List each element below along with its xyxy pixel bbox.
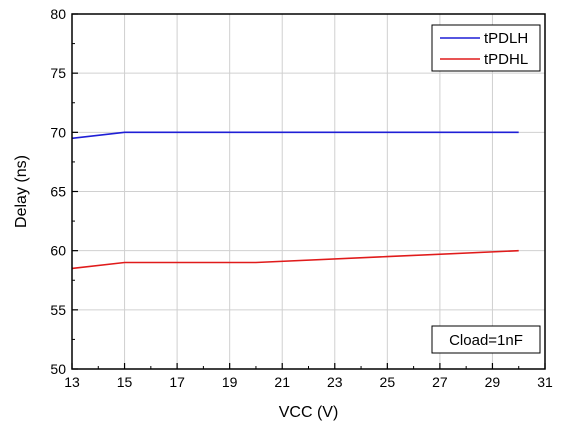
y-tick-label: 60: [50, 243, 66, 259]
y-axis-title: Delay (ns): [13, 155, 30, 228]
x-tick-label: 23: [327, 374, 343, 390]
x-axis-title: VCC (V): [279, 404, 339, 421]
y-tick-label: 55: [50, 302, 66, 318]
x-tick-label: 19: [222, 374, 238, 390]
annotation-label: Cload=1nF: [449, 332, 523, 349]
legend-box: [431, 24, 541, 72]
y-tick-label: 80: [50, 6, 66, 22]
series-line-tpdlh: [71, 131, 519, 140]
y-tick-label: 75: [50, 65, 66, 81]
x-tick-label: 29: [485, 374, 501, 390]
annotation-box: Cload=1nF: [431, 325, 541, 354]
series-line-tpdhl: [71, 249, 519, 270]
y-axis-ticks: 50 55 60 65 70 75 80: [50, 6, 78, 377]
x-tick-label: 27: [432, 374, 448, 390]
x-tick-label: 17: [169, 374, 185, 390]
x-tick-label: 21: [274, 374, 290, 390]
annotation-frame: [431, 325, 541, 354]
series-layer: [71, 131, 519, 270]
minor-ticks: [72, 43, 520, 369]
x-tick-label: 25: [380, 374, 396, 390]
x-tick-label: 31: [537, 374, 553, 390]
legend: tPDLH tPDHL: [431, 24, 541, 72]
legend-label-tpdhl: tPDHL: [484, 51, 528, 68]
y-tick-label: 70: [50, 124, 66, 140]
y-tick-label: 50: [50, 361, 66, 377]
x-axis-ticks: 13 15 17 19 21 23 25 27 29 31: [64, 363, 553, 390]
legend-label-tpdlh: tPDLH: [484, 30, 528, 47]
x-tick-label: 13: [64, 374, 80, 390]
y-tick-label: 65: [50, 184, 66, 200]
x-tick-label: 15: [117, 374, 133, 390]
